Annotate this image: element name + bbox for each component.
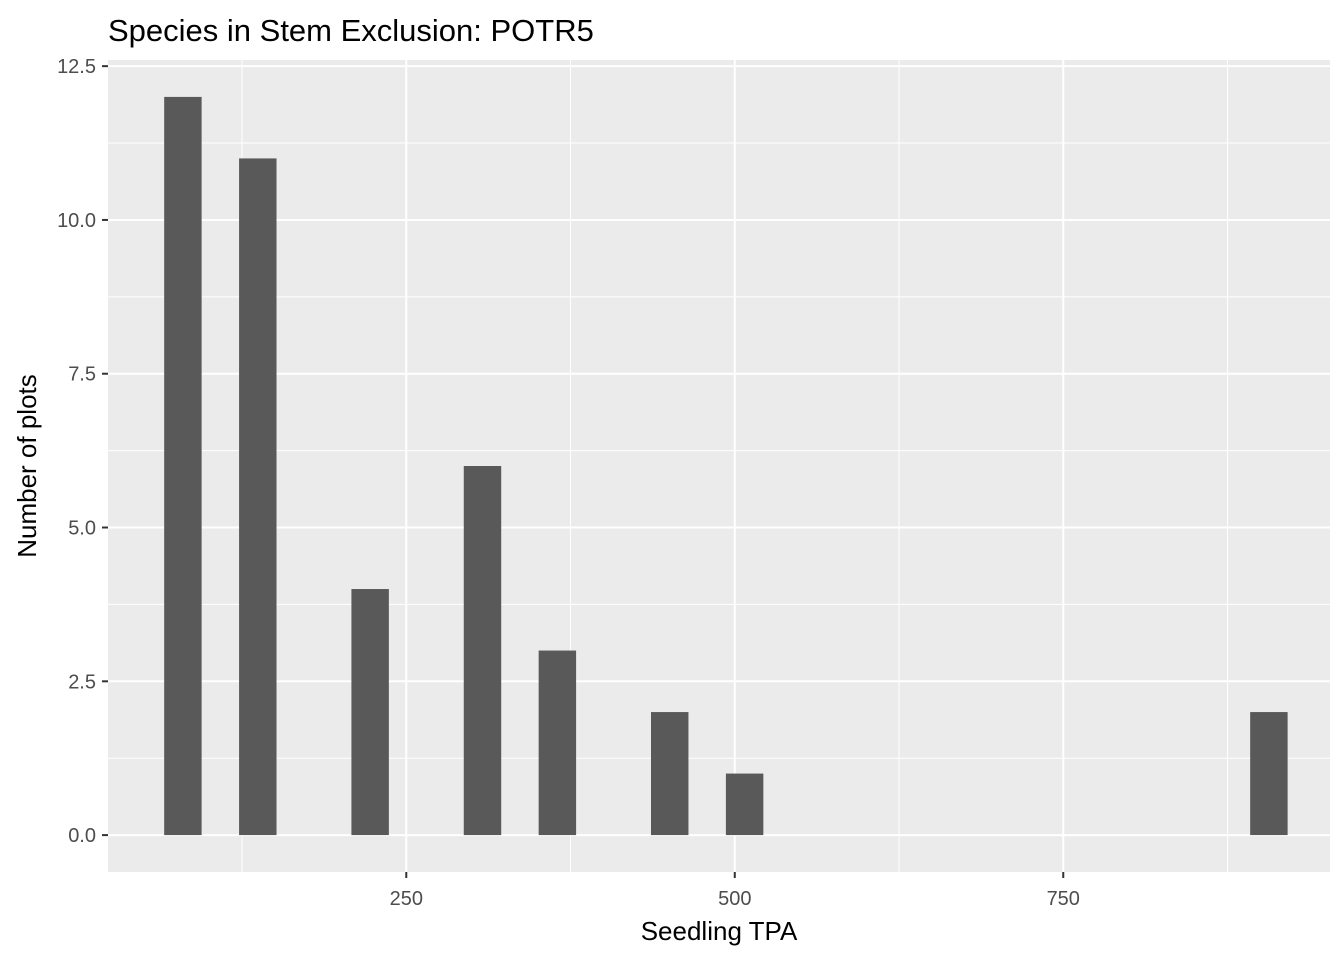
histogram-bar (725, 773, 764, 836)
x-tick-label: 500 (718, 888, 751, 910)
x-axis: 250 500 750 (390, 872, 1080, 910)
histogram-bar (239, 158, 277, 836)
histogram-bar (1250, 712, 1288, 836)
histogram-bar (164, 96, 202, 836)
y-tick-label: 7.5 (68, 364, 96, 386)
plot-panel (108, 60, 1330, 872)
y-axis: 0.0 2.5 5.0 7.5 10.0 12.5 (57, 56, 108, 847)
x-tick-label: 250 (390, 888, 423, 910)
x-tick-label: 750 (1047, 888, 1080, 910)
histogram-bar (351, 589, 389, 836)
chart-title: Species in Stem Exclusion: POTR5 (108, 13, 594, 48)
y-tick-label: 2.5 (68, 671, 96, 693)
x-axis-title: Seedling TPA (641, 916, 798, 946)
y-tick-label: 10.0 (57, 210, 96, 232)
y-tick-label: 12.5 (57, 56, 96, 78)
minor-gridlines (108, 60, 1330, 872)
bar-series (164, 96, 1288, 836)
y-tick-label: 0.0 (68, 825, 96, 847)
y-tick-label: 5.0 (68, 518, 96, 540)
y-axis-title: Number of plots (12, 374, 42, 558)
histogram-bar (651, 712, 689, 836)
major-gridlines (108, 60, 1330, 872)
histogram-bar (538, 650, 577, 836)
histogram-bar (463, 466, 502, 836)
